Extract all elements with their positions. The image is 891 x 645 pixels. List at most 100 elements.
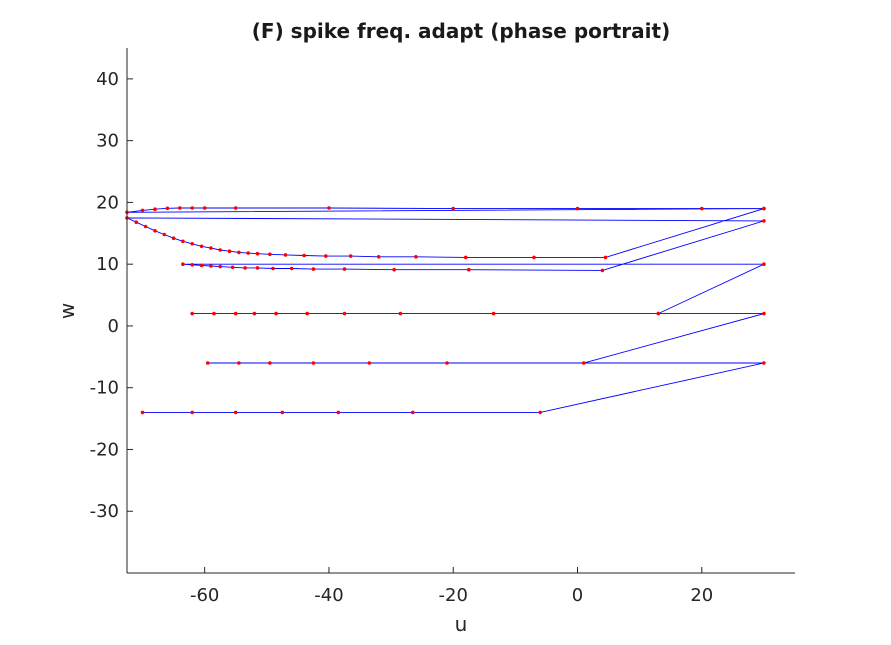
data-point [230,265,235,270]
data-point [190,311,194,316]
data-point [414,254,418,259]
data-point [190,263,194,267]
data-point [227,249,232,253]
x-axis-label: u [455,612,468,636]
data-point [327,206,331,210]
data-point [255,251,260,256]
data-point [153,229,157,233]
data-point [700,206,704,211]
data-point [367,361,372,365]
data-point [268,252,272,257]
data-point [233,206,238,210]
y-tick-label: -10 [90,378,119,399]
data-point [274,311,278,316]
series-line-0 [126,207,765,413]
data-point [762,206,766,211]
data-point [762,311,766,316]
data-point [305,311,310,316]
data-point [165,206,170,211]
data-point [181,239,185,244]
data-point [575,206,580,211]
data-point [212,311,216,316]
y-tick-label: 10 [96,254,119,275]
data-point [143,224,148,229]
data-point [190,206,194,210]
data-point [532,255,536,260]
data-point [199,263,204,268]
data-point [581,361,586,365]
data-point [376,254,381,259]
data-point [302,253,306,258]
data-point [255,266,260,270]
data-point [243,266,247,270]
data-point [181,262,185,267]
data-point [218,264,222,269]
data-point [311,267,316,271]
y-tick-label: 30 [96,131,119,152]
x-tick-label: -40 [314,585,343,606]
data-point [190,410,194,415]
data-point [233,410,238,415]
data-point [206,361,210,365]
data-point [233,311,238,316]
data-point [762,219,766,223]
data-point [280,410,285,415]
chart-title: (F) spike freq. adapt (phase portrait) [252,19,670,43]
data-point [246,251,250,255]
data-point [199,244,204,249]
x-axis: -60 -40 -20 0 20 [127,567,795,606]
data-point [289,266,294,271]
y-tick-label: 20 [96,192,119,213]
y-axis-label: w [55,303,79,319]
x-tick-label: 20 [690,585,713,606]
data-point [342,311,347,316]
data-point [762,262,766,267]
data-point [140,410,145,415]
data-point [171,236,176,240]
data-point [134,220,139,224]
data-point [237,361,241,365]
y-tick-label: 40 [96,69,119,90]
data-point [162,232,167,237]
data-point [283,253,288,257]
data-point [451,206,456,211]
data-point [209,264,213,268]
data-point [190,242,194,246]
data-point [411,410,415,415]
data-point [209,246,213,250]
data-point [336,410,341,415]
data-point [237,250,241,255]
data-point [445,361,449,365]
x-tick-label: 0 [572,585,583,606]
data-point [392,267,397,272]
data-point [140,208,145,213]
data-point [342,267,347,271]
data-point [656,311,661,316]
data-point [178,206,182,210]
x-tick-label: -20 [439,585,468,606]
data-point [762,361,766,365]
data-point [603,255,608,260]
data-point [252,311,257,316]
data-point [153,207,157,211]
x-tick-label: -60 [190,585,219,606]
data-point [467,267,471,272]
data-point [218,248,222,252]
y-tick-label: 0 [108,316,119,337]
y-tick-label: -30 [90,501,119,522]
data-point [538,410,542,415]
data-point [463,255,468,260]
data-point [491,311,496,316]
data-point [398,311,403,316]
data-point [268,361,272,365]
data-point [324,254,328,258]
data-point [311,361,316,365]
data-point [202,206,207,210]
y-axis: -30 -20 -10 0 10 20 30 40 [90,48,133,573]
data-point [348,254,353,258]
plot-area [125,206,766,415]
data-point [271,266,275,271]
y-tick-label: -20 [90,439,119,460]
data-point [600,268,605,273]
